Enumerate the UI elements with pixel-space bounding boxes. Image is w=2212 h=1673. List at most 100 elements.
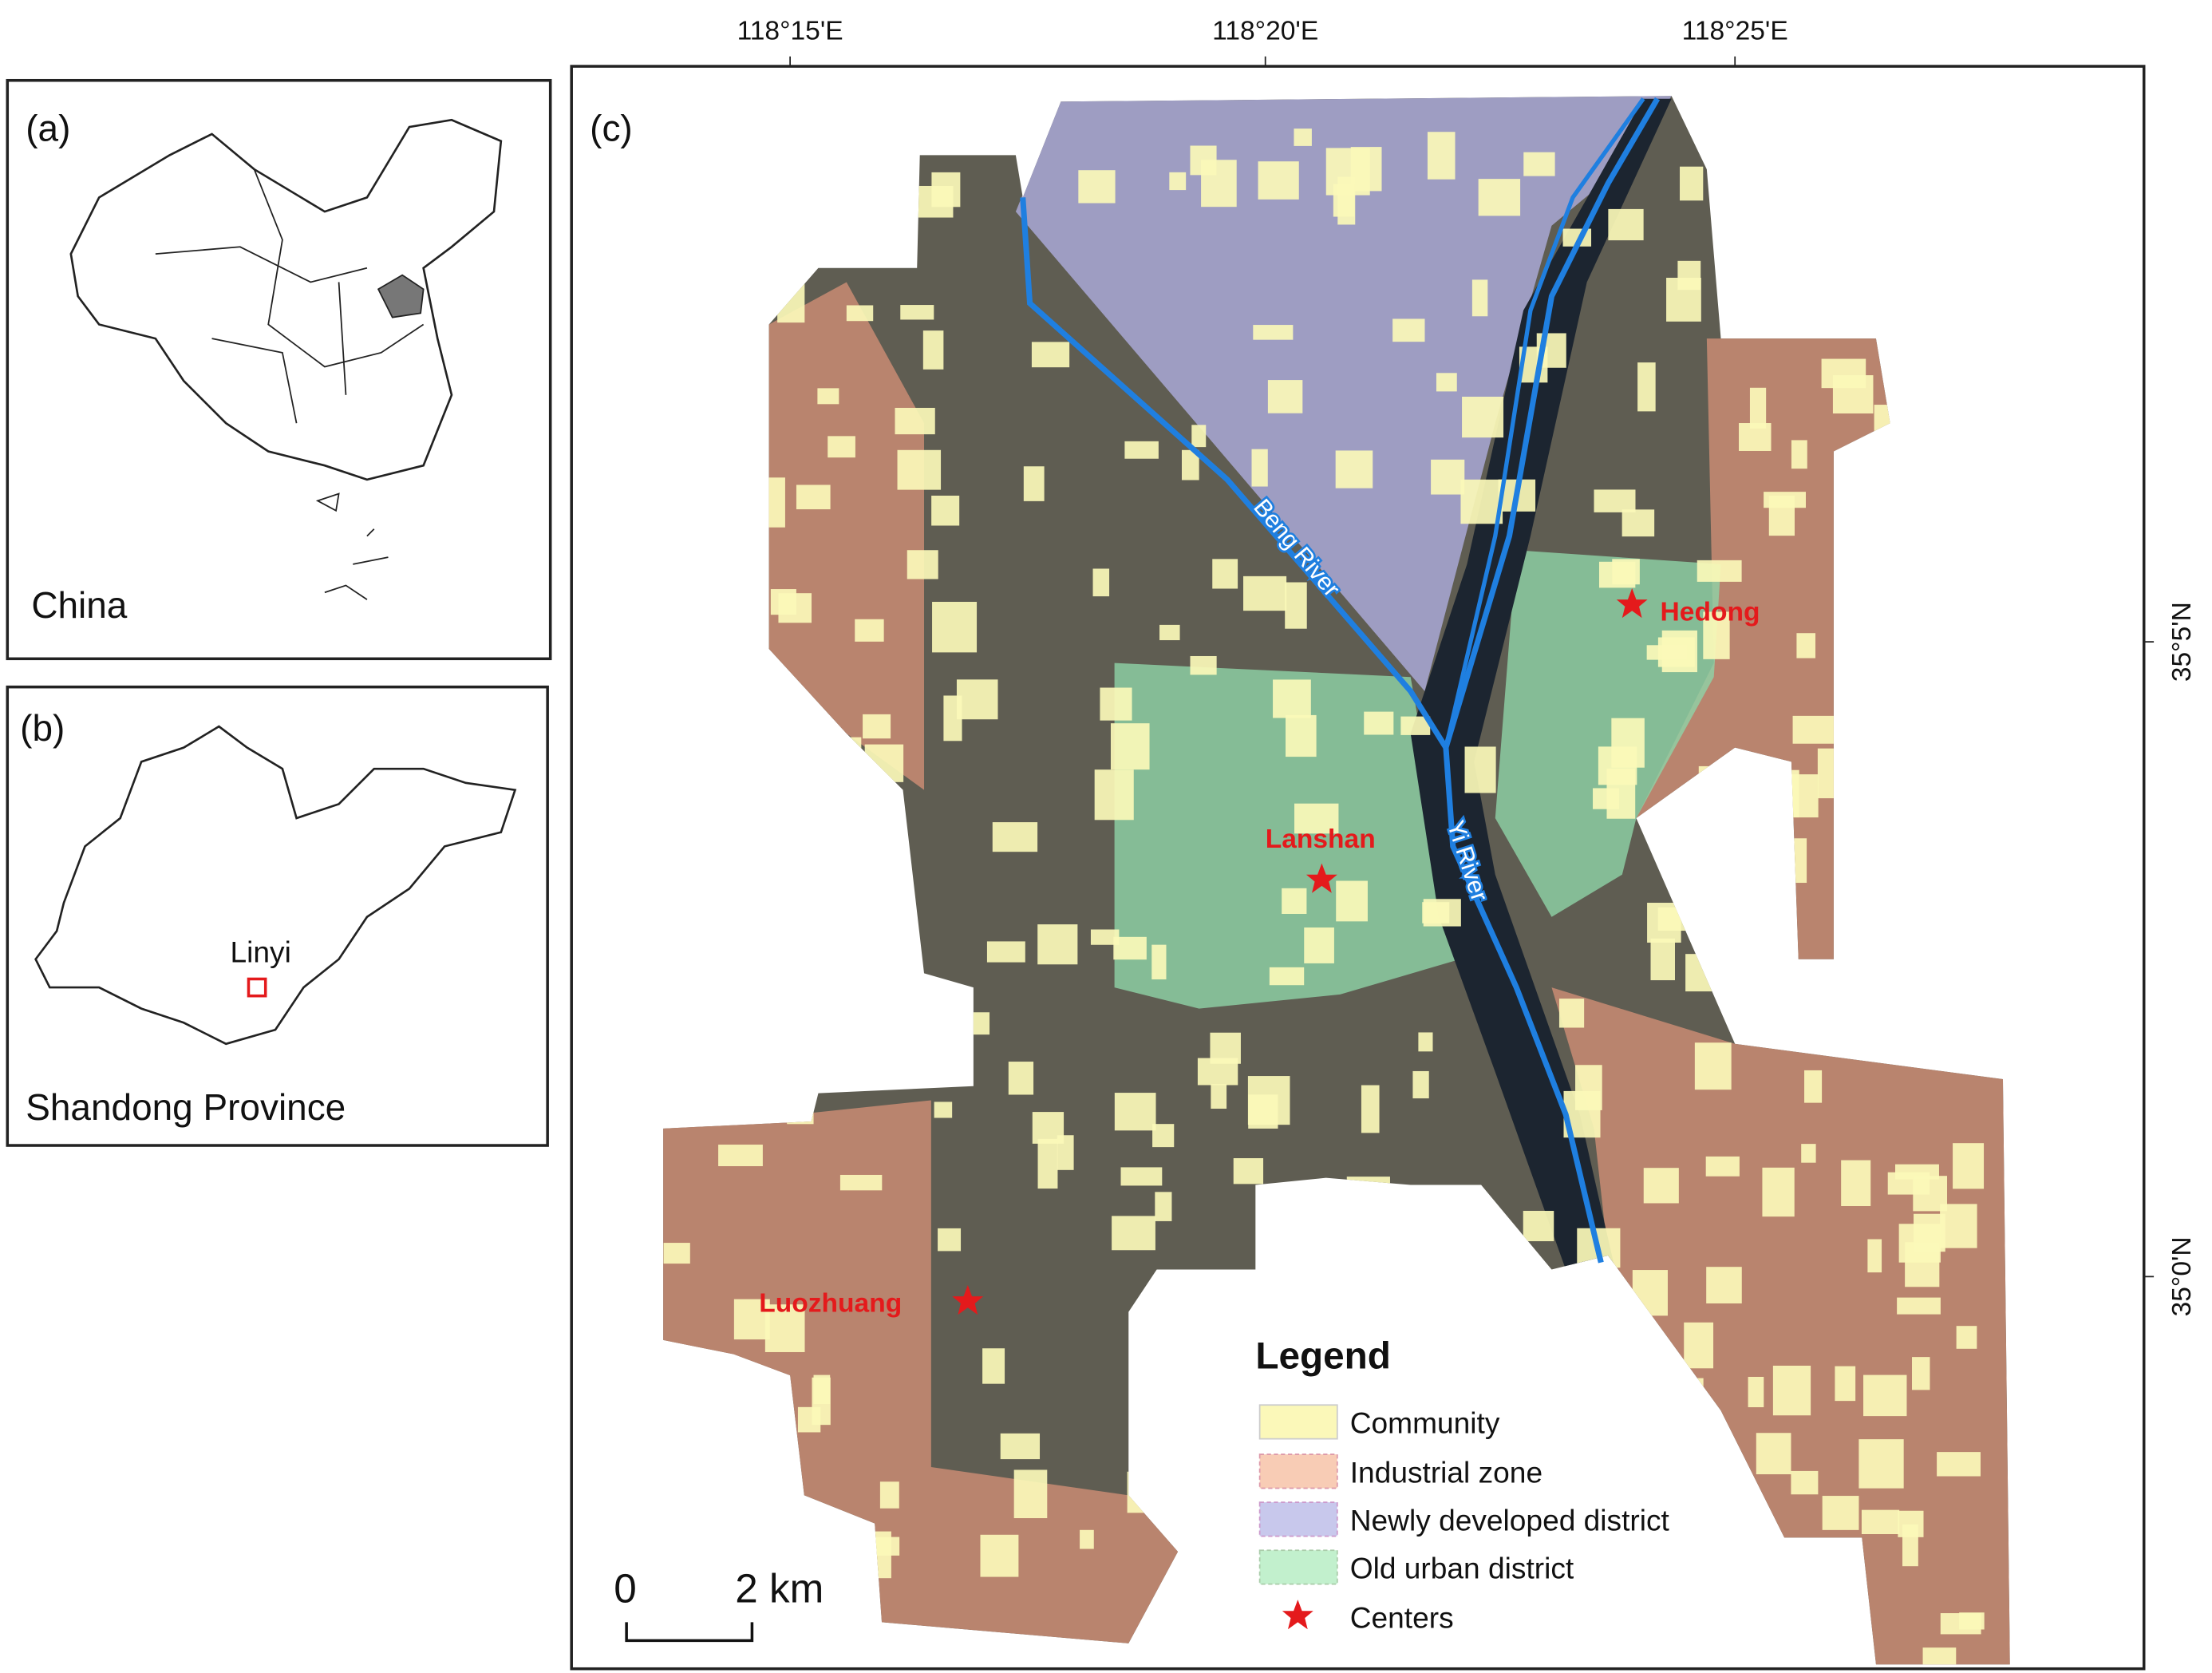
community-parcel [1286, 714, 1317, 757]
community-parcel [1392, 318, 1425, 342]
community-parcel [1267, 380, 1303, 413]
community-parcel [1460, 479, 1503, 524]
community-parcel [1464, 746, 1496, 793]
community-parcel [1169, 172, 1187, 191]
community-parcel [1697, 560, 1742, 582]
shandong-highlight [377, 274, 425, 318]
map-name: Shandong Province [26, 1086, 346, 1128]
community-parcel [1739, 423, 1772, 451]
community-parcel [1792, 715, 1835, 744]
community-parcel [1333, 184, 1355, 217]
scale-bar [625, 1622, 754, 1643]
community-parcel [1867, 1239, 1882, 1273]
community-parcel [1611, 718, 1645, 768]
community-parcel [1606, 768, 1636, 819]
community-parcel [1705, 1156, 1740, 1177]
community-parcel [1258, 161, 1299, 200]
community-parcel [1953, 1143, 1985, 1189]
islands [315, 492, 389, 600]
community-parcel [718, 1145, 763, 1167]
legend-swatch [1258, 1501, 1338, 1537]
legend-item: Centers [1350, 1600, 1454, 1634]
community-parcel [1796, 633, 1816, 659]
community-parcel [1835, 1366, 1856, 1402]
community-parcel [1037, 924, 1078, 965]
community-parcel [1902, 1524, 1918, 1567]
community-parcel [812, 1377, 831, 1426]
community-parcel [1008, 1062, 1034, 1095]
community-parcel [1523, 1210, 1554, 1242]
community-parcel [1412, 1070, 1429, 1099]
community-parcel [1078, 170, 1116, 204]
community-parcel [1090, 929, 1120, 945]
panel-label: (a) [26, 108, 70, 149]
community-parcel [1364, 711, 1394, 735]
community-parcel [1804, 1070, 1823, 1103]
graticule-ticks [789, 56, 2155, 1278]
community-parcel [855, 619, 884, 642]
panel-label: (c) [590, 108, 633, 149]
community-parcel [1956, 1326, 1977, 1349]
legend-swatch [1282, 1600, 1313, 1630]
community-parcel [1863, 1374, 1907, 1417]
community-parcel [1684, 1322, 1714, 1369]
community-parcel [934, 1101, 953, 1118]
community-parcel [1821, 358, 1866, 389]
community-parcel [1247, 1076, 1290, 1125]
scale-label: 0 [614, 1566, 637, 1612]
community-parcel [1233, 1158, 1264, 1185]
community-parcel [1431, 459, 1465, 495]
community-parcel [1791, 1470, 1819, 1495]
community-parcel [1251, 449, 1268, 487]
community-parcel [1336, 880, 1368, 922]
community-parcel [1887, 1172, 1930, 1195]
legend-item: Newly developed district [1350, 1504, 1670, 1537]
yi-river [1443, 97, 1661, 1264]
community-parcel [1940, 1613, 1981, 1635]
center-star [952, 1284, 984, 1315]
community-parcel [1294, 803, 1339, 834]
community-parcel [1608, 208, 1644, 241]
community-parcel [1418, 1032, 1433, 1052]
community-parcel [1680, 166, 1704, 201]
community-parcel [986, 941, 1025, 963]
community-parcel [1190, 655, 1217, 675]
community-parcel [1912, 1357, 1930, 1390]
community-parcel [1294, 129, 1312, 146]
community-parcel [1092, 568, 1110, 597]
community-parcel [1861, 1509, 1900, 1535]
community-parcel [1210, 1032, 1241, 1064]
community-parcel [1190, 145, 1217, 176]
community-parcel [863, 714, 891, 739]
legend-swatch [1258, 1453, 1338, 1489]
community-parcel [1558, 999, 1585, 1028]
scale-label: 2 km [735, 1566, 824, 1612]
community-parcel [900, 305, 934, 320]
community-parcel [1841, 1160, 1871, 1207]
community-parcel [869, 1537, 900, 1556]
legend-title: Legend [1255, 1335, 1391, 1377]
longitude-label: 118°15'E [737, 16, 843, 45]
community-parcel [1594, 489, 1636, 512]
community-parcel [1013, 1469, 1048, 1519]
community-parcel [1100, 687, 1132, 721]
community-parcel [1273, 679, 1311, 718]
community-parcel [1269, 967, 1305, 986]
community-parcel [1478, 179, 1521, 216]
community-parcel [931, 495, 960, 526]
community-parcel [828, 436, 855, 458]
community-parcel [1400, 716, 1431, 735]
community-parcel [1191, 425, 1207, 448]
community-parcel [1155, 1192, 1172, 1221]
community-parcel [1212, 559, 1238, 589]
community-parcel [1748, 1376, 1764, 1408]
community-parcel [1427, 132, 1456, 180]
community-parcel [1940, 1204, 1977, 1248]
community-parcel [1151, 944, 1167, 980]
community-parcel [1436, 373, 1457, 392]
community-parcel [1211, 1084, 1227, 1109]
community-parcel [770, 589, 796, 615]
community-parcel [1124, 441, 1159, 459]
community-parcel [1801, 1144, 1816, 1163]
community-parcel [1666, 277, 1701, 322]
